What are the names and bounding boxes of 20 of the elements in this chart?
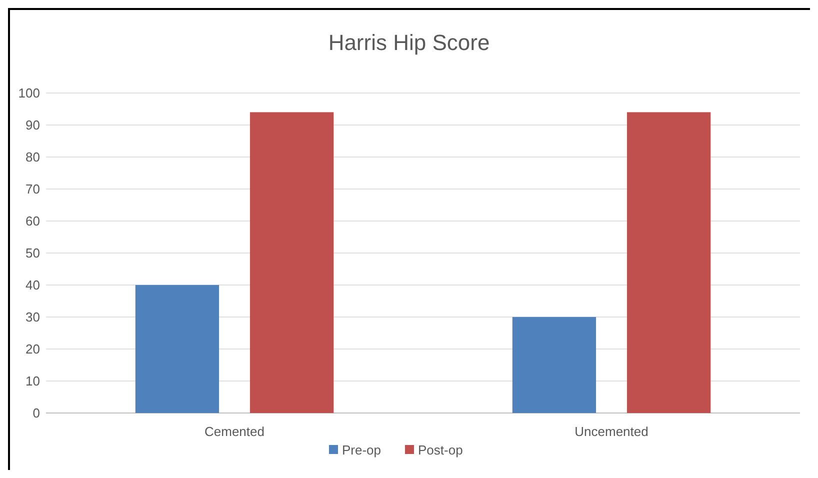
y-tick-label: 60 xyxy=(26,214,40,229)
y-tick-label: 30 xyxy=(26,310,40,325)
y-tick-label: 40 xyxy=(26,278,40,293)
legend-label: Post-op xyxy=(418,442,463,458)
bar xyxy=(512,317,596,413)
y-tick-label: 50 xyxy=(26,246,40,261)
y-tick-label: 90 xyxy=(26,118,40,133)
chart-title: Harris Hip Score xyxy=(328,30,490,55)
y-tick-label: 20 xyxy=(26,342,40,357)
bar xyxy=(626,112,711,413)
y-tick-label: 80 xyxy=(26,150,40,165)
bar xyxy=(250,112,334,413)
y-tick-label: 70 xyxy=(26,182,40,197)
x-tick-label: Cemented xyxy=(204,424,264,439)
y-tick-label: 10 xyxy=(26,374,40,389)
y-tick-label: 0 xyxy=(32,406,40,421)
y-tick-label: 100 xyxy=(18,86,40,101)
legend-label: Pre-op xyxy=(342,442,382,458)
x-tick-label: Uncemented xyxy=(574,424,648,439)
bar xyxy=(135,285,220,413)
